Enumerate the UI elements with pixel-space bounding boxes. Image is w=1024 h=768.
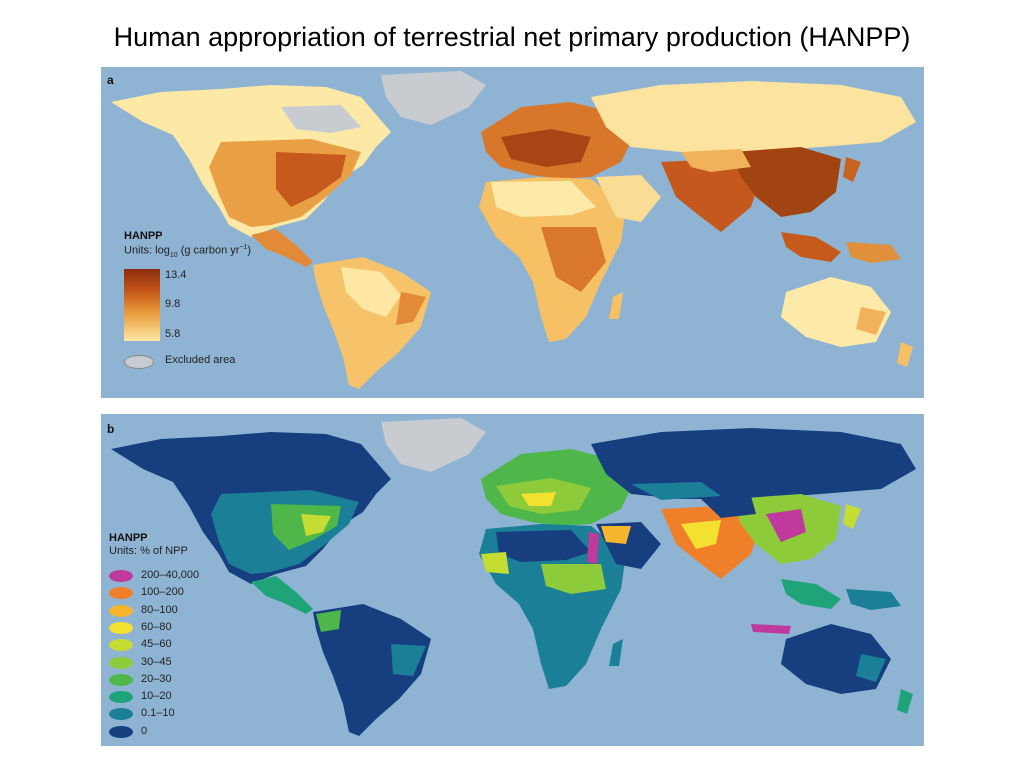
legend-swatch — [109, 639, 133, 652]
legend-swatch — [109, 604, 133, 617]
legend-swatch — [109, 673, 133, 686]
legend-label: 60–80 — [141, 620, 172, 633]
legend-label: 80–100 — [141, 603, 178, 616]
south-america — [313, 604, 431, 736]
color-gradient-bar — [124, 269, 160, 341]
legend-label: 30–45 — [141, 655, 172, 668]
legend-swatch — [109, 587, 133, 600]
legend-title-a: HANPP — [124, 230, 163, 242]
panel-letter-a: a — [107, 73, 114, 87]
excluded-area-swatch — [124, 355, 154, 369]
middle-east — [596, 175, 661, 222]
south-asia — [661, 159, 761, 232]
legend-label: 200–40,000 — [141, 569, 200, 581]
east-asia — [731, 147, 841, 217]
legend-swatch — [109, 691, 133, 704]
central-america — [251, 229, 313, 267]
legend-swatch — [109, 708, 133, 721]
legend-label: 0 — [141, 724, 148, 737]
legend-units-b: Units: % of NPP — [109, 545, 188, 557]
legend-label: 10–20 — [141, 690, 172, 703]
legend-label: 0.1–10 — [141, 707, 175, 720]
legend-swatch — [109, 725, 133, 738]
legend-label: 100–200 — [141, 586, 184, 599]
legend-label: 45–60 — [141, 638, 172, 651]
slide-title: Human appropriation of terrestrial net p… — [113, 22, 911, 52]
map-panel-a: a HANPP Units: log10 (g carbon yr−1) 13.… — [101, 67, 924, 398]
greenland-excluded — [381, 71, 486, 125]
scale-label-mid: 9.8 — [165, 298, 181, 310]
excluded-area-label: Excluded area — [165, 354, 236, 366]
scale-label-low: 5.8 — [165, 328, 181, 340]
panel-letter-b: b — [107, 422, 115, 436]
legend-swatch — [109, 656, 133, 669]
legend-units-a: Units: log10 (g carbon yr−1) — [124, 244, 252, 259]
legend-label: 20–30 — [141, 672, 172, 685]
legend-swatch — [109, 570, 133, 582]
south-america — [313, 257, 431, 389]
world-map-a — [111, 71, 916, 389]
map-panel-b: b HANPP Units: % of NPP 200–40,000 100–20… — [101, 414, 924, 746]
world-map-b — [111, 418, 916, 736]
legend-swatch — [109, 621, 133, 634]
legend-title-b: HANPP — [109, 532, 148, 544]
scale-label-high: 13.4 — [165, 269, 187, 281]
north-asia — [591, 81, 916, 152]
